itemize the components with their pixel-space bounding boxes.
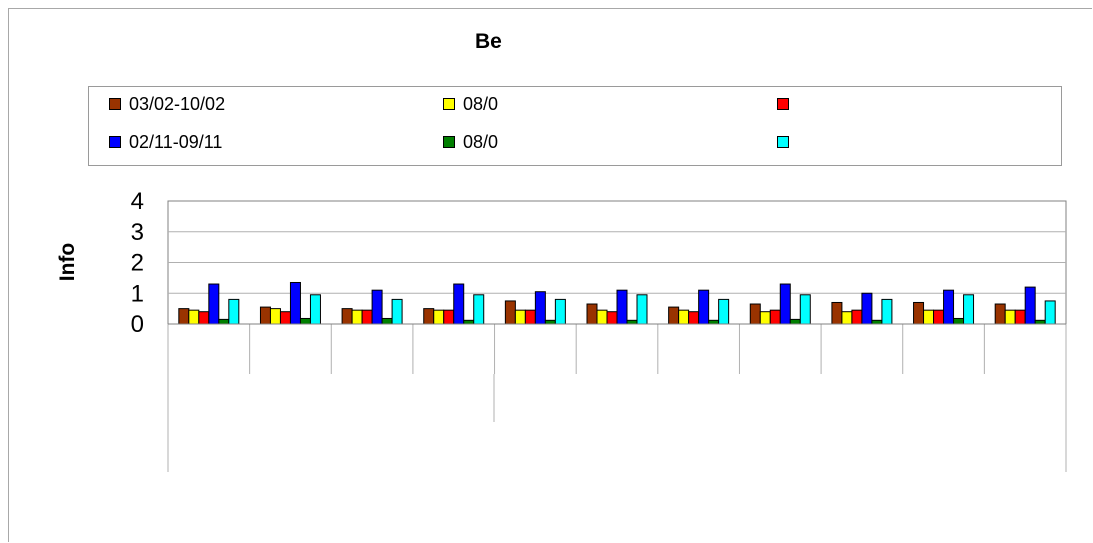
- legend-swatch-4: [109, 136, 121, 148]
- bar: [463, 319, 475, 325]
- bar: [779, 283, 791, 325]
- bar: [678, 309, 690, 325]
- bar: [524, 309, 536, 325]
- bar: [841, 311, 853, 325]
- bar: [473, 294, 485, 325]
- bar: [188, 309, 200, 325]
- bar: [994, 303, 1006, 325]
- bar: [616, 289, 628, 325]
- title-clip-area: [511, 24, 611, 64]
- legend-label-1: 03/02-10/02: [129, 93, 226, 114]
- bar: [289, 281, 301, 325]
- bar: [799, 294, 811, 325]
- bar: [626, 319, 638, 325]
- bar: [259, 306, 271, 325]
- bar: [953, 317, 965, 325]
- bar: [218, 318, 230, 325]
- bar: [341, 308, 353, 325]
- bar: [851, 309, 863, 325]
- bar: [708, 319, 720, 325]
- bar: [749, 303, 761, 325]
- bar: [1034, 319, 1046, 325]
- bar: [933, 309, 945, 325]
- bar: [596, 309, 608, 325]
- bar: [759, 311, 771, 325]
- bar: [228, 298, 240, 325]
- legend-swatch-2: [443, 98, 455, 110]
- bar: [861, 292, 873, 325]
- bar: [279, 311, 291, 325]
- bar: [789, 318, 801, 325]
- y-tick-label: 1: [131, 280, 144, 307]
- legend-swatch-1: [109, 98, 121, 110]
- bar: [688, 311, 700, 325]
- bar: [586, 303, 598, 325]
- legend-item-4: 02/11-09/11: [109, 131, 222, 153]
- bar: [443, 309, 455, 325]
- bar: [831, 301, 843, 325]
- bar: [433, 309, 445, 325]
- bar: [381, 317, 393, 325]
- bar: [198, 311, 210, 325]
- bar: [943, 289, 955, 325]
- legend-item-1: 03/02-10/02: [109, 93, 225, 115]
- bar: [871, 319, 883, 325]
- bar: [309, 294, 321, 325]
- bar: [351, 309, 363, 325]
- bar: [606, 311, 618, 325]
- chart-frame: [8, 8, 1092, 542]
- legend-swatch-3: [777, 98, 789, 110]
- legend-item-6: [777, 131, 797, 153]
- legend-swatch-5: [443, 136, 455, 148]
- bar: [923, 309, 935, 325]
- bar: [1014, 309, 1026, 325]
- legend-label-5: 08/0: [463, 131, 499, 152]
- y-tick-label: 4: [131, 188, 144, 215]
- legend-item-3: [777, 93, 797, 115]
- bar: [504, 300, 516, 325]
- bar: [544, 319, 556, 325]
- bar: [1024, 286, 1036, 325]
- bar: [554, 298, 566, 325]
- bar: [208, 283, 220, 325]
- y-axis-label-clip: [36, 288, 96, 318]
- legend-item-5: 08/0: [443, 131, 509, 153]
- bar: [534, 291, 546, 325]
- legend-label-2: 08/0: [463, 93, 499, 114]
- bar: [881, 298, 893, 325]
- bar: [371, 289, 383, 325]
- bar: [913, 301, 925, 325]
- y-tick-label: 0: [131, 311, 144, 338]
- bar: [668, 306, 680, 325]
- y-tick-label: 2: [131, 250, 144, 277]
- legend-item-2: 08/0: [443, 93, 509, 115]
- bar: [423, 308, 435, 325]
- legend-swatch-6: [777, 136, 789, 148]
- bar: [636, 294, 648, 325]
- bar: [453, 283, 465, 325]
- bar: [178, 308, 190, 325]
- y-tick-label: 3: [131, 219, 144, 246]
- bar: [1044, 300, 1056, 325]
- bar: [1004, 309, 1016, 325]
- bar: [718, 298, 730, 325]
- bar: [269, 308, 281, 325]
- bar: [299, 317, 311, 325]
- chart-legend: 03/02-10/02 08/0 02/11-09/11 08/0: [88, 86, 1062, 166]
- bar: [769, 309, 781, 325]
- bar: [391, 298, 403, 325]
- chart-title: Be: [475, 30, 502, 53]
- bar: [698, 289, 710, 325]
- bar: [963, 294, 975, 325]
- legend-label-4: 02/11-09/11: [129, 131, 223, 152]
- bar: [514, 309, 526, 325]
- bar: [361, 309, 373, 325]
